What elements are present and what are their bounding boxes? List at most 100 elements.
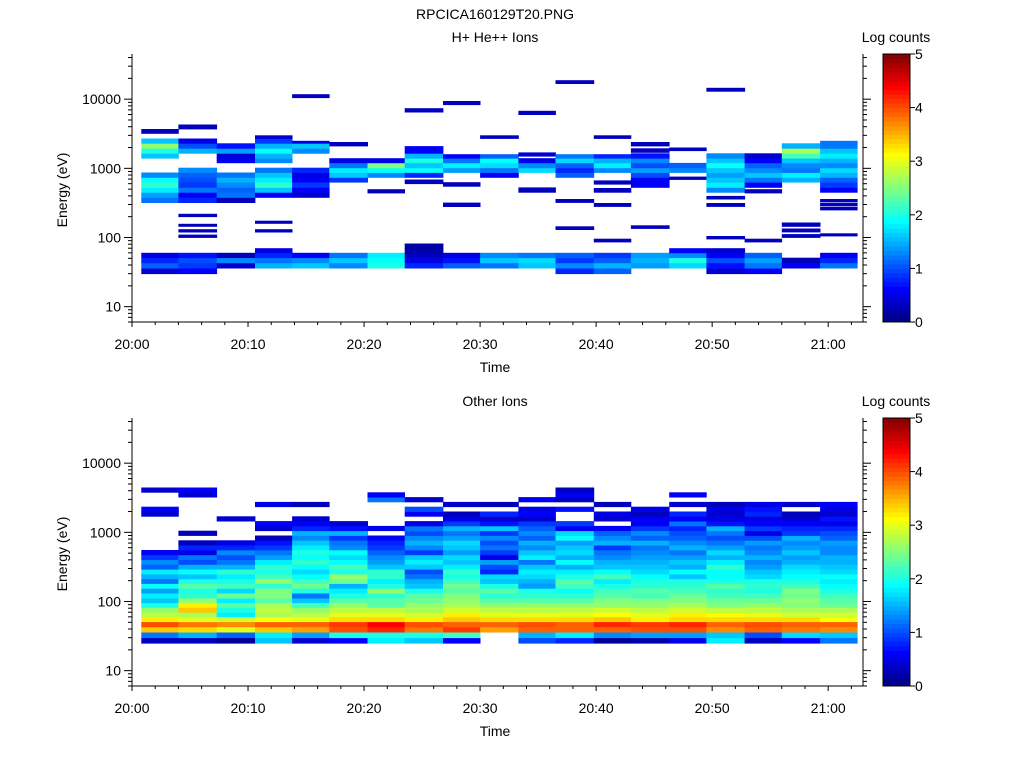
colorbar-segment [883, 94, 910, 100]
heatmap-cell [744, 559, 783, 565]
colorbar-segment [883, 228, 910, 234]
colorbar-segment [883, 125, 910, 131]
heatmap-cell [820, 626, 858, 633]
heatmap-cell [178, 559, 218, 565]
heatmap-cell [706, 177, 746, 183]
heatmap-cell [255, 593, 293, 599]
heatmap-cell [404, 598, 444, 604]
colorbar-segment [883, 129, 910, 135]
colorbar-segment [883, 263, 910, 269]
heatmap-cell [141, 487, 179, 493]
heatmap-cell [367, 632, 405, 639]
heatmap-cell [216, 637, 256, 644]
colorbar-segment [883, 80, 910, 86]
heatmap-cell [141, 621, 179, 628]
heatmap-cell [367, 616, 405, 623]
heatmap-cell [404, 607, 444, 613]
heatmap-cell [555, 540, 595, 546]
heatmap-cell [367, 535, 405, 541]
heatmap-cell [781, 521, 821, 527]
heatmap-cell [443, 535, 481, 541]
heatmap-cell [820, 525, 858, 532]
heatmap-cell [216, 153, 256, 159]
heatmap-cell [329, 626, 368, 633]
heatmap-cell [781, 143, 821, 149]
heatmap-cell [593, 252, 632, 259]
heatmap-cell [404, 162, 444, 169]
heatmap-cell [706, 172, 746, 178]
x-axis-label: Time [480, 359, 511, 375]
heatmap-cell [555, 162, 595, 169]
colorbar-segment [883, 449, 910, 455]
heatmap-cell [593, 574, 632, 580]
heatmap-cell [820, 602, 858, 608]
heatmap-cell [443, 545, 481, 551]
heatmap-cell [443, 621, 481, 628]
heatmap-cell [706, 626, 746, 633]
heatmap-cell [706, 262, 746, 269]
colorbar-segment [883, 174, 910, 180]
heatmap-cell [593, 559, 632, 565]
heatmap-cell [820, 564, 858, 570]
heatmap-cell [518, 152, 556, 157]
heatmap-cell [178, 213, 218, 218]
heatmap-cell [744, 626, 783, 633]
heatmap-cell [367, 492, 405, 498]
heatmap-cell [593, 626, 632, 633]
y-axis-label: Energy (eV) [54, 153, 70, 228]
heatmap-cell [178, 637, 218, 644]
heatmap-cell [630, 172, 670, 178]
heatmap-cell [744, 598, 783, 604]
heatmap-cell [744, 177, 783, 183]
heatmap-cell [255, 607, 293, 613]
heatmap-cell [216, 626, 256, 633]
heatmap-cell [292, 187, 330, 193]
heatmap-cell [443, 101, 481, 106]
x-tick-label: 20:00 [114, 700, 149, 716]
heatmap-cell [216, 172, 256, 178]
heatmap-cell [820, 569, 858, 575]
heatmap-cell [518, 602, 556, 608]
heatmap-cell [443, 578, 481, 584]
heatmap-cell [555, 602, 595, 608]
heatmap-cell [404, 521, 444, 527]
heatmap-cell [367, 621, 405, 628]
heatmap-cell [820, 574, 858, 580]
colorbar-segment [883, 552, 910, 557]
heatmap-cell [255, 262, 293, 269]
x-tick-label: 21:00 [811, 336, 846, 352]
heatmap-cell [744, 268, 783, 275]
heatmap-cell [744, 545, 783, 551]
heatmap-cell [669, 550, 707, 556]
heatmap-cell [255, 172, 293, 178]
y-tick-label: 10 [105, 299, 121, 315]
heatmap-cell [329, 177, 368, 183]
heatmap-cell [255, 574, 293, 580]
colorbar-segment [883, 511, 910, 517]
heatmap-cell [329, 142, 368, 147]
colorbar-tick-label: 3 [915, 153, 923, 169]
heatmap-cell [593, 162, 632, 169]
heatmap-cell [329, 598, 368, 604]
heatmap-cell [820, 262, 858, 269]
colorbar-segment [883, 650, 910, 656]
heatmap-cell [593, 545, 632, 551]
heatmap-cell [706, 530, 746, 536]
heatmap-cell [820, 177, 858, 183]
colorbar-segment [883, 458, 910, 464]
heatmap-cell [518, 110, 556, 115]
heatmap-cell [555, 637, 595, 644]
colorbar-segment [883, 317, 910, 323]
heatmap-cell [178, 262, 218, 269]
heatmap-cell [329, 583, 368, 589]
heatmap-cell [367, 525, 405, 532]
colorbar-segment [883, 525, 910, 531]
heatmap-cell [820, 521, 858, 527]
heatmap-cell [443, 530, 481, 536]
heatmap-cell [518, 187, 556, 193]
colorbar-segment [883, 431, 910, 437]
heatmap-cell [555, 506, 595, 512]
heatmap-cell [706, 554, 746, 560]
heatmap-cell [820, 616, 858, 623]
colorbar-segment [883, 574, 910, 580]
